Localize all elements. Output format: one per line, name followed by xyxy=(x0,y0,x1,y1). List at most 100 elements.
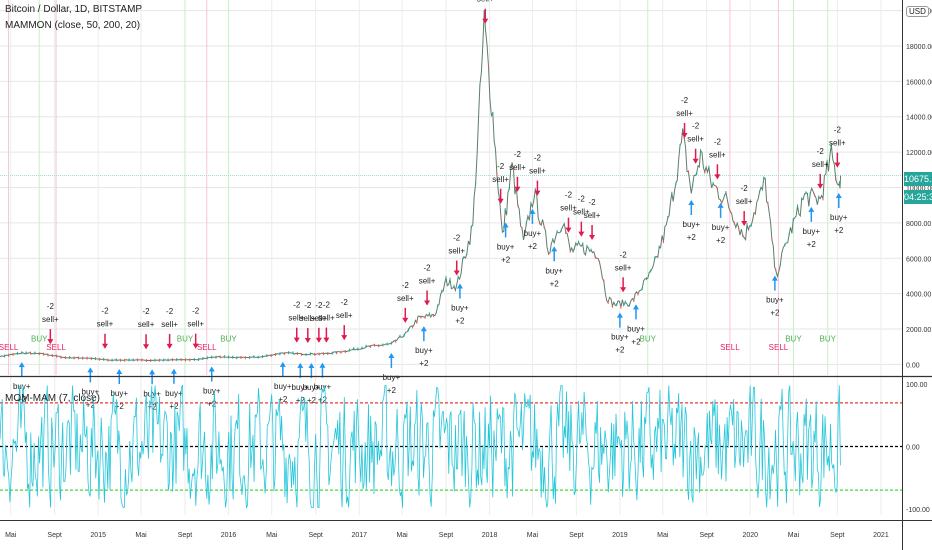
buy-label-bottom: +2 xyxy=(834,226,844,235)
sell-label-top: -2 xyxy=(834,126,842,135)
buy-label-top: buy+ xyxy=(415,346,433,355)
buy-arrow-head xyxy=(420,326,427,332)
buy-arrow-head xyxy=(319,362,326,368)
buy-label-top: buy+ xyxy=(611,333,629,342)
signal-label: BUY xyxy=(640,334,657,343)
sell-arrow-head xyxy=(589,235,596,241)
buy-label-top: buy+ xyxy=(110,389,128,398)
sell-label-bottom: sell+ xyxy=(336,311,353,320)
time-tick-label: 2017 xyxy=(351,532,367,539)
sell-arrow-head xyxy=(817,183,824,189)
grid xyxy=(0,0,902,515)
oscillator-title[interactable]: MOM-MAM (7, close) xyxy=(5,393,100,404)
sell-label-top: -2 xyxy=(402,281,410,290)
oscillator-pane xyxy=(0,384,902,509)
sell-label-top: -2 xyxy=(293,301,301,310)
buy-arrow-head xyxy=(149,369,156,375)
time-tick-label: Mai xyxy=(527,532,539,539)
buy-label-top: buy+ xyxy=(683,220,701,229)
time-tick-label: 2020 xyxy=(742,532,758,539)
sell-label-top: -2 xyxy=(534,154,542,163)
sell-arrow-head xyxy=(293,337,300,343)
sell-label-top: -2 xyxy=(315,301,323,310)
sell-arrow-head xyxy=(834,162,841,168)
buy-label-top: buy+ xyxy=(292,383,310,392)
buy-arrow-head xyxy=(279,361,286,367)
sell-label-bottom: sell+ xyxy=(529,167,546,176)
price-tick-label: 2000.00 xyxy=(906,327,931,334)
buy-label-bottom: +2 xyxy=(807,240,817,249)
buy-arrow-head xyxy=(308,362,315,368)
buy-label-bottom: +2 xyxy=(501,255,511,264)
buy-label-top: buy+ xyxy=(545,266,563,275)
sell-label-bottom: sell+ xyxy=(397,294,414,303)
sell-arrow-head xyxy=(101,343,108,349)
sell-label-top: -2 xyxy=(453,234,461,243)
buy-label-top: buy+ xyxy=(830,213,848,222)
countdown-badge: 04:25:36 xyxy=(904,190,932,204)
sell-arrow-head xyxy=(402,317,409,323)
buy-label-bottom: +2 xyxy=(687,233,697,242)
buy-label-top: buy+ xyxy=(203,387,221,396)
price-tick-label: 18000.00 xyxy=(906,44,932,51)
time-tick-label: Mai xyxy=(788,532,800,539)
sell-arrow-head xyxy=(578,231,585,237)
oscillator-series-line xyxy=(0,384,841,509)
price-series-line xyxy=(0,11,842,362)
buy-label-top: buy+ xyxy=(627,324,645,333)
buy-label-bottom: +2 xyxy=(770,309,780,318)
buy-label-bottom: +2 xyxy=(207,400,217,409)
last-price-badge: 10675.54 xyxy=(904,172,932,186)
buy-arrow-head xyxy=(116,369,123,375)
sell-label-top: -2 xyxy=(714,137,722,146)
time-tick-label: 2019 xyxy=(612,532,628,539)
sell-label-bottom: sell+ xyxy=(299,314,316,323)
sell-arrow-head xyxy=(315,337,322,343)
sell-arrow-head xyxy=(534,190,541,196)
time-tick-label: 2018 xyxy=(482,532,498,539)
sell-arrow-head xyxy=(482,18,489,24)
sell-label-top: -2 xyxy=(323,301,331,310)
signal-label: SELL xyxy=(720,343,740,352)
buy-arrow-head xyxy=(18,362,25,368)
price-tick-label: 12000.00 xyxy=(906,150,932,157)
symbol-title: Bitcoin / Dollar, 1D, BITSTAMP xyxy=(5,4,143,15)
currency-button[interactable]: USD xyxy=(906,6,929,17)
buy-label-top: buy+ xyxy=(165,389,183,398)
sell-label-bottom: sell+ xyxy=(318,314,335,323)
sell-arrow-head xyxy=(565,227,572,233)
sell-label-top: -2 xyxy=(692,122,700,131)
time-tick-label: Mai xyxy=(5,532,17,539)
buy-label-bottom: +2 xyxy=(419,359,429,368)
buy-arrow-head xyxy=(87,367,94,373)
sell-label-top: -2 xyxy=(817,147,825,156)
buy-arrow-head xyxy=(835,192,842,198)
sell-label-top: -2 xyxy=(620,250,628,259)
buy-label-top: buy+ xyxy=(13,382,31,391)
sell-arrow-head xyxy=(192,343,199,349)
buy-label-top: buy+ xyxy=(82,387,100,396)
buy-label-top: buy+ xyxy=(497,242,515,251)
sell-arrow-head xyxy=(692,158,699,164)
sell-arrow-head xyxy=(741,221,748,227)
sell-arrow-head xyxy=(497,198,504,204)
sell-label-bottom: sell+ xyxy=(676,109,693,118)
time-tick-label: Mai xyxy=(266,532,278,539)
buy-label-bottom: +2 xyxy=(318,396,328,405)
buy-arrow-head xyxy=(632,304,639,310)
sell-arrow-head xyxy=(143,344,150,350)
time-tick-label: Sept xyxy=(308,532,322,539)
signal-label: SELL xyxy=(46,343,66,352)
sell-label-bottom: sell+ xyxy=(42,315,59,324)
time-tick-label: 2015 xyxy=(90,532,106,539)
sell-label-top: -2 xyxy=(101,307,109,316)
indicator-title[interactable]: MAMMON (close, 50, 200, 20) xyxy=(5,20,141,31)
signal-label: BUY xyxy=(177,334,194,343)
buy-arrow-head xyxy=(688,200,695,206)
buy-label-bottom: +2 xyxy=(631,337,641,346)
sell-label-top: -2 xyxy=(192,307,200,316)
sell-label-bottom: sell+ xyxy=(477,0,494,4)
time-tick-label: Sept xyxy=(699,532,713,539)
sell-label-top: -2 xyxy=(741,184,749,193)
time-tick-label: 2016 xyxy=(221,532,237,539)
